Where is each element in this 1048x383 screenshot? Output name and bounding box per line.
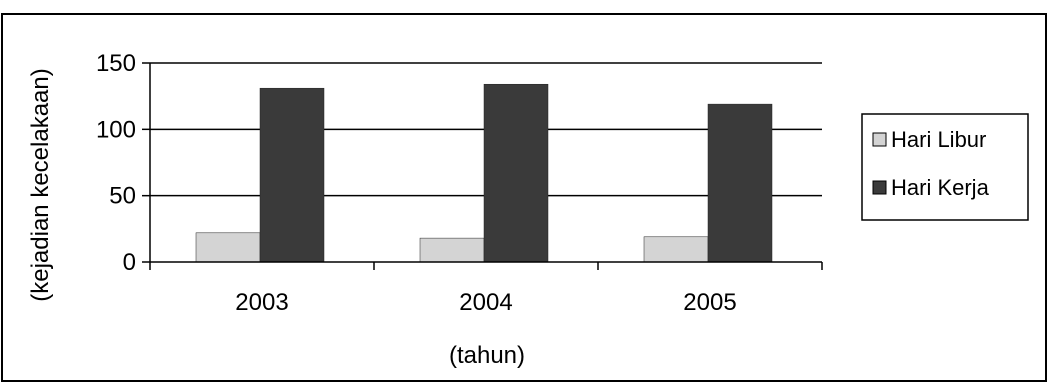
legend-swatch-hari-kerja xyxy=(872,180,887,195)
x-axis-title: (tahun) xyxy=(449,342,525,369)
axes: 0 50 100 150 2003 2004 2005 xyxy=(96,50,823,316)
y-axis-title: (kejadian kecelakaan) xyxy=(27,68,54,301)
legend-box xyxy=(861,113,1029,221)
bars xyxy=(195,83,773,263)
bar-hari-libur-2005 xyxy=(643,236,709,263)
y-tick-label: 50 xyxy=(109,183,136,210)
legend-label-hari-kerja: Hari Kerja xyxy=(891,175,990,200)
bar-hari-libur-2004 xyxy=(419,237,485,263)
legend-swatch-hari-libur xyxy=(872,132,887,147)
x-tick-label: 2003 xyxy=(235,289,288,316)
bar-hari-libur-2003 xyxy=(195,232,261,263)
y-tick-label: 150 xyxy=(96,50,136,77)
x-tick-label: 2005 xyxy=(683,289,736,316)
x-tick-label: 2004 xyxy=(459,289,512,316)
y-tick-label: 100 xyxy=(96,116,136,143)
bar-hari-kerja-2004 xyxy=(483,83,549,263)
bar-hari-kerja-2005 xyxy=(707,103,773,263)
legend-label-hari-libur: Hari Libur xyxy=(891,127,986,152)
bar-hari-kerja-2003 xyxy=(259,87,325,263)
legend: Hari Libur Hari Kerja xyxy=(861,113,1029,221)
y-tick-label: 0 xyxy=(123,249,136,276)
